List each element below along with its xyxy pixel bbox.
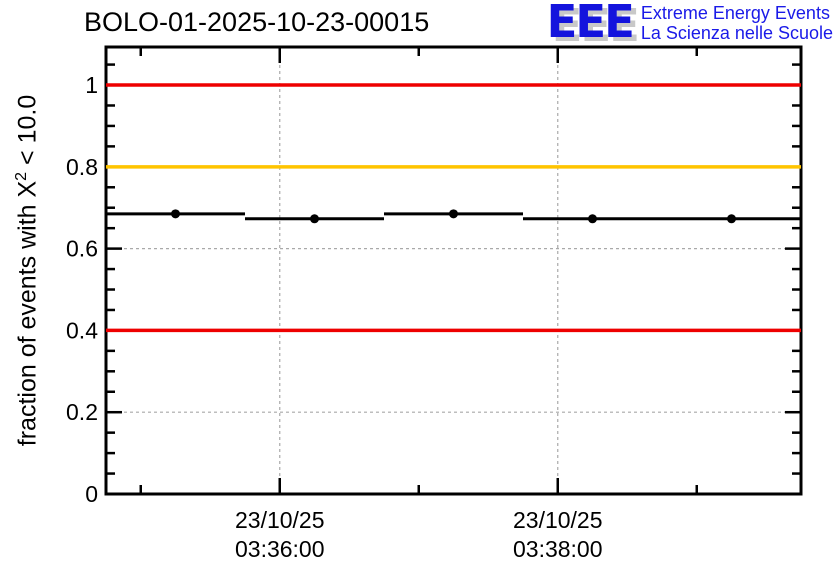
axis-ticks — [106, 47, 801, 496]
plot-title: BOLO-01-2025-10-23-00015 — [84, 7, 430, 37]
y-tick-label: 0.6 — [66, 236, 98, 262]
eee-logo-acronym: EEE — [546, 0, 635, 48]
plot-frame — [104, 45, 803, 496]
threshold-lines — [106, 83, 801, 333]
y-tick-label: 0.8 — [66, 154, 98, 180]
x-tick-label: 23/10/25 03:38:00 — [513, 507, 603, 562]
data-point-marker — [449, 209, 458, 219]
y-tick-label: 0 — [85, 481, 98, 507]
frame-border — [104, 45, 803, 496]
y-tick-label: 0.2 — [66, 399, 98, 425]
eee-logo-line1: Extreme Energy Events — [640, 3, 830, 23]
x-tick-label: 23/10/25 03:36:00 — [235, 507, 325, 562]
eee-logo: EEE Extreme Energy Events La Scienza nel… — [546, 0, 833, 48]
grid-lines — [106, 47, 801, 494]
eee-logo-text: Extreme Energy Events La Scienza nelle S… — [641, 1, 833, 43]
data-series — [106, 209, 801, 224]
data-point-marker — [310, 214, 319, 224]
tick-labels: 0 0.2 0.4 0.6 0.8 1 23/10/25 03:36:00 23/10/25 03… — [66, 72, 603, 562]
data-point-marker — [727, 214, 736, 224]
y-tick-label: 1 — [85, 72, 98, 98]
data-point-marker — [171, 209, 180, 219]
eee-logo-line2: La Scienza nelle Scuole — [640, 23, 833, 43]
y-tick-label: 0.4 — [66, 317, 98, 343]
data-point-marker — [588, 214, 597, 224]
